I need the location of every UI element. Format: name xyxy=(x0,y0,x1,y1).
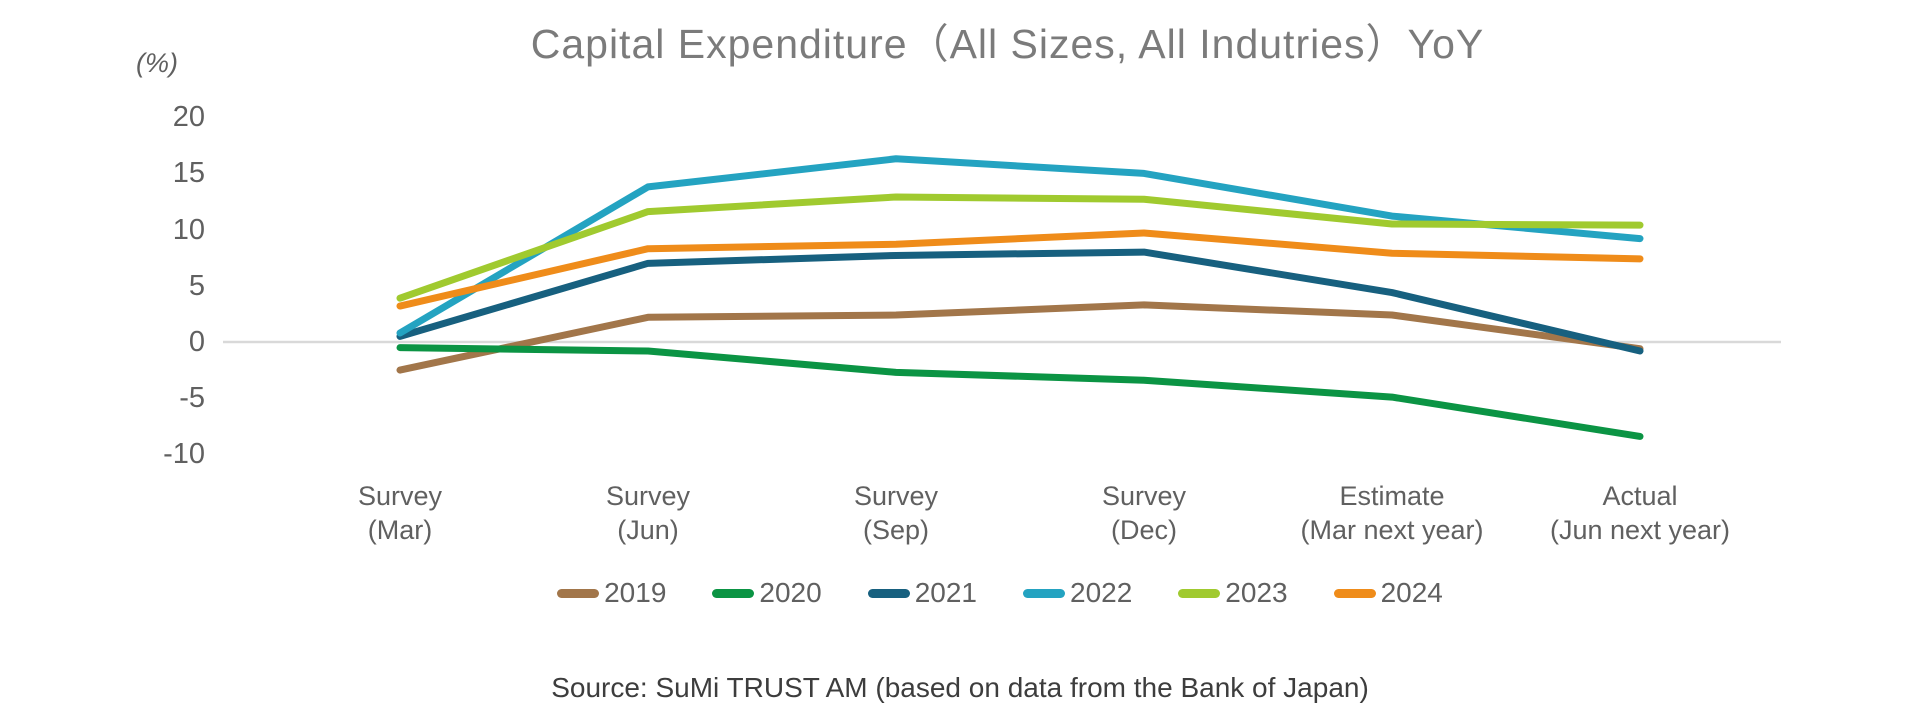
legend-marker-2022 xyxy=(1023,588,1065,598)
legend-item-2023: 2023 xyxy=(1178,577,1288,609)
source-note: Source: SuMi TRUST AM (based on data fro… xyxy=(551,672,1369,703)
series-line-2019 xyxy=(396,301,1644,374)
x-label-line: Survey xyxy=(853,481,939,511)
x-label-line: Actual xyxy=(1602,481,1678,511)
x-label-3: Survey (Sep) xyxy=(756,479,1036,547)
legend-marker-2019 xyxy=(557,588,600,598)
y-tick-10: 10 xyxy=(172,213,205,246)
x-label-line: Survey xyxy=(605,481,691,511)
y-tick--5: -5 xyxy=(179,382,205,415)
legend-item-2024: 2024 xyxy=(1333,577,1443,609)
x-label-line: (Jun next year) xyxy=(1549,515,1731,545)
y-tick-0: 0 xyxy=(188,326,205,358)
y-tick-5: 5 xyxy=(188,269,205,302)
legend-label-2024: 2024 xyxy=(1380,577,1443,608)
legend-marker-2021 xyxy=(867,588,910,598)
legend-item-2020: 2020 xyxy=(712,577,822,609)
chart-legend: 2019 2020 2021 2022 2023 2024 xyxy=(80,573,1920,613)
chart-title: Capital Expenditure（All Sizes, All Indut… xyxy=(530,21,1485,67)
series-line-2024 xyxy=(396,229,1644,310)
x-label-line: (Jun) xyxy=(617,515,679,545)
x-label-6: Actual (Jun next year) xyxy=(1500,479,1780,547)
x-label-line: (Mar) xyxy=(367,515,433,545)
series-line-2021 xyxy=(396,248,1644,355)
y-tick-20: 20 xyxy=(172,101,205,134)
y-tick--10: -10 xyxy=(163,438,205,471)
x-label-4: Survey (Dec) xyxy=(1004,479,1284,547)
x-label-2: Survey (Jun) xyxy=(508,479,788,547)
x-label-1: Survey (Mar) xyxy=(260,479,540,547)
legend-label-2020: 2020 xyxy=(759,577,822,608)
legend-label-2023: 2023 xyxy=(1225,577,1288,608)
series-line-2022 xyxy=(396,155,1644,337)
y-axis-unit-label: (%) xyxy=(136,48,178,78)
legend-item-2022: 2022 xyxy=(1023,577,1132,609)
x-label-line: Estimate xyxy=(1339,481,1445,511)
y-tick-15: 15 xyxy=(172,157,205,190)
x-label-line: (Sep) xyxy=(862,515,930,545)
legend-marker-2023 xyxy=(1178,588,1221,598)
legend-label-2022: 2022 xyxy=(1070,577,1133,608)
legend-item-2021: 2021 xyxy=(867,577,977,609)
legend-item-2019: 2019 xyxy=(557,577,666,609)
series-line-2023 xyxy=(396,193,1644,302)
x-label-line: (Dec) xyxy=(1111,515,1177,545)
x-label-5: Estimate (Mar next year) xyxy=(1252,479,1532,547)
x-label-line: (Mar next year) xyxy=(1300,515,1484,545)
x-label-line: Survey xyxy=(357,481,443,511)
legend-marker-2020 xyxy=(712,588,755,598)
legend-marker-2024 xyxy=(1333,588,1376,598)
x-label-line: Survey xyxy=(1101,481,1187,511)
legend-label-2019: 2019 xyxy=(604,577,667,608)
series-line-2020 xyxy=(396,344,1644,440)
legend-label-2021: 2021 xyxy=(914,577,977,608)
